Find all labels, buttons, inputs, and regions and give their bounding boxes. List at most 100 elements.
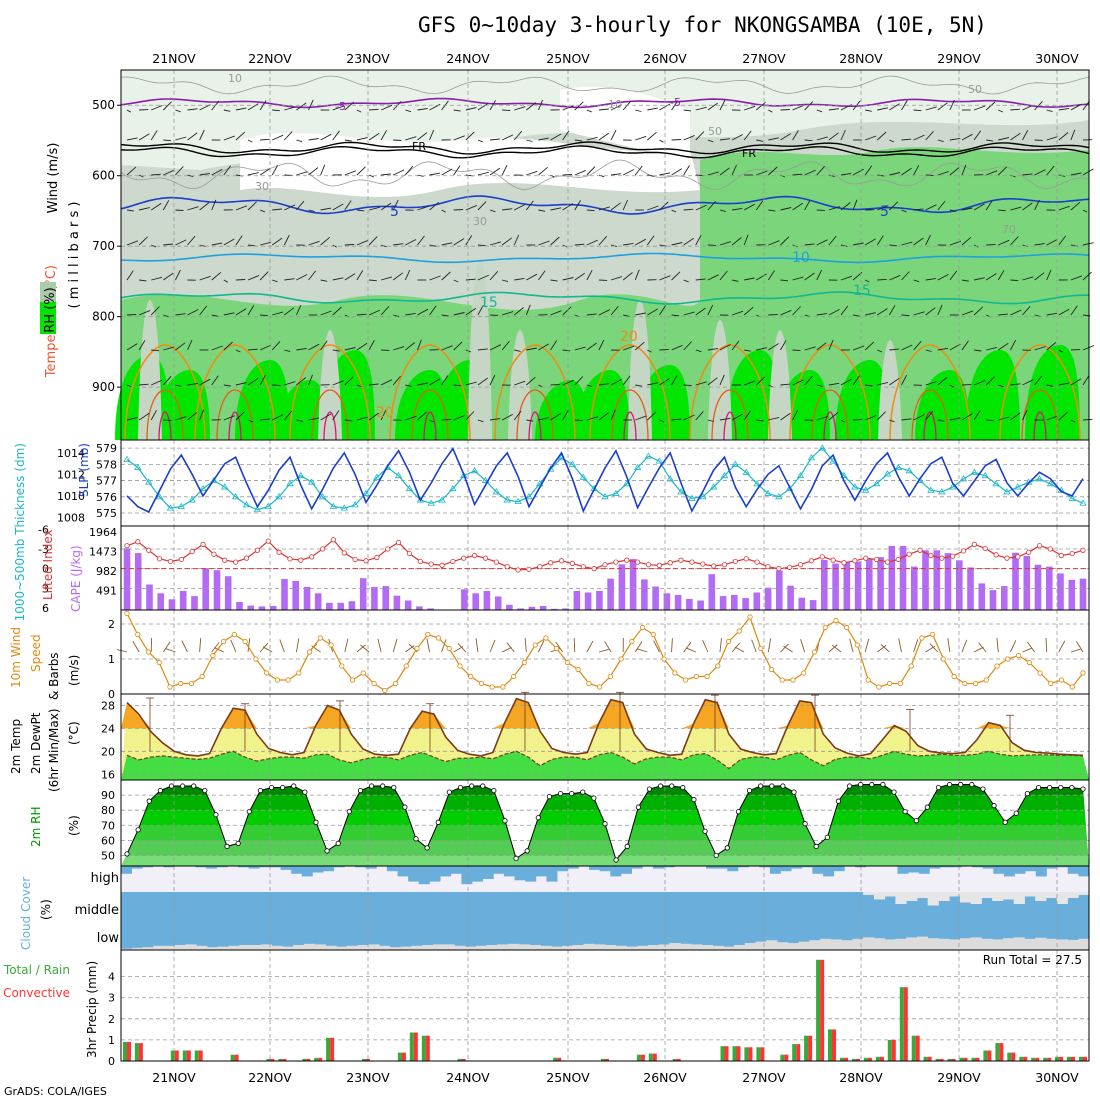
barb-9-13 [283,410,293,421]
li-line-pt-15 [287,556,293,562]
rh-line-pt-69 [891,789,897,795]
cape-bar-33 [494,596,502,610]
li-line-pt-32 [472,552,478,559]
barb-3-58 [828,206,840,211]
rh-line-pt-60 [791,789,797,795]
barb-2-2 [151,173,161,176]
date-top-30NOV: 30NOV [1035,51,1079,66]
cloud-high-51 [663,866,675,868]
barb-1-28 [465,131,475,141]
barb-6-61 [865,312,876,316]
thickness-line [126,447,1084,511]
li-line-pt-22 [363,558,369,564]
wind-barb-36 [555,641,564,653]
barb-7-47 [695,349,702,353]
barb-5-49 [719,270,728,281]
li-line-pt-1 [135,539,141,545]
wind-barb-8 [214,647,224,653]
barb-6-63 [888,305,896,316]
precip-total-55 [780,1054,785,1061]
barb-9-12 [272,414,284,421]
cloud-low-15 [282,946,294,950]
barb-2-7 [211,168,223,176]
cape-bar-1 [134,553,142,610]
barb-2-74 [1022,173,1033,176]
barb-2-44 [659,172,671,176]
wind-speed-line-pt-2 [145,649,152,655]
wind-speed-line-pt-82 [1005,656,1011,662]
li-line-pt-49 [656,562,662,568]
cape-bar-27 [427,608,434,610]
precip-total-5 [182,1050,187,1061]
rh-line-pt-7 [202,787,208,794]
thickness-line-pt-8 [210,476,218,483]
barb-9-52 [756,419,764,422]
cape-bar-46 [641,579,648,610]
barb-3-78 [1070,201,1081,211]
cloud-low-11 [239,945,251,950]
barb-1-74 [1022,129,1029,141]
wind-barb-10 [247,638,251,653]
wind-speed-line-pt-77 [951,673,957,680]
barb-5-71 [985,273,997,281]
barb-0-54 [780,109,790,111]
contour-20-0 [124,344,206,441]
cloud-low-53 [691,944,703,950]
cloud-high-23 [365,866,377,869]
rh-line-pt-27 [424,845,430,851]
cape-bar-16 [303,586,311,610]
barb-9-46 [683,414,695,421]
cape-bar-47 [652,586,659,610]
barb-0-21 [380,104,393,111]
barb-9-76 [1046,415,1058,421]
rh-line-pt-28 [435,819,441,825]
precip-total-58 [816,959,821,1061]
barb-0-14 [296,102,307,111]
contour-label-5-b: 5 [880,204,889,220]
li-line-pt-60 [776,566,782,572]
cloud-high-46 [610,866,622,877]
barb-9-10 [247,419,254,423]
barb-0-62 [877,107,888,111]
barb-6-67 [937,304,943,316]
precip-conv-73 [999,1043,1004,1061]
slp-tick-1008: 1008 [57,511,85,524]
barb-8-35 [550,383,561,386]
barb-8-9 [235,382,247,386]
barb-1-69 [961,133,973,141]
thickness-line-pt-59 [764,489,772,496]
thickness-line-pt-54 [709,483,718,490]
cloud-high-22 [355,866,366,868]
barb-6-32 [513,307,524,316]
date-bottom-23NOV: 23NOV [346,1070,390,1085]
contour-20-3 [389,344,471,441]
barb-1-11 [260,138,270,141]
wind-speed-line-pt-31 [457,663,463,669]
cloud-mid-77 [949,892,961,897]
barb-1-71 [986,139,994,142]
barb-8-26 [441,375,449,386]
barb-8-27 [453,384,462,387]
barb-6-14 [296,304,302,316]
barb-4-10 [247,244,256,247]
cloud-high-80 [972,866,983,868]
cloud-high-75 [918,866,930,874]
barb-7-55 [792,349,801,352]
barb-9-11 [260,418,271,421]
rh-line-pt-71 [913,818,919,824]
cloud-low-72 [895,938,907,950]
barb-0-57 [816,109,823,113]
li-line-pt-16 [298,557,304,563]
wind-speed-line-pt-53 [693,673,699,680]
wind-speed-line-pt-12 [253,656,259,662]
barb-5-76 [1046,269,1052,281]
barb-9-23 [405,415,417,421]
thickness-line-pt-72 [905,467,913,474]
wind-barb-67 [929,643,939,653]
cloud-mid-86 [1046,892,1058,898]
barb-6-77 [1058,308,1070,316]
wind-speed-line-pt-30 [446,645,452,652]
barb-8-61 [865,384,873,387]
li-line-pt-25 [395,539,402,546]
